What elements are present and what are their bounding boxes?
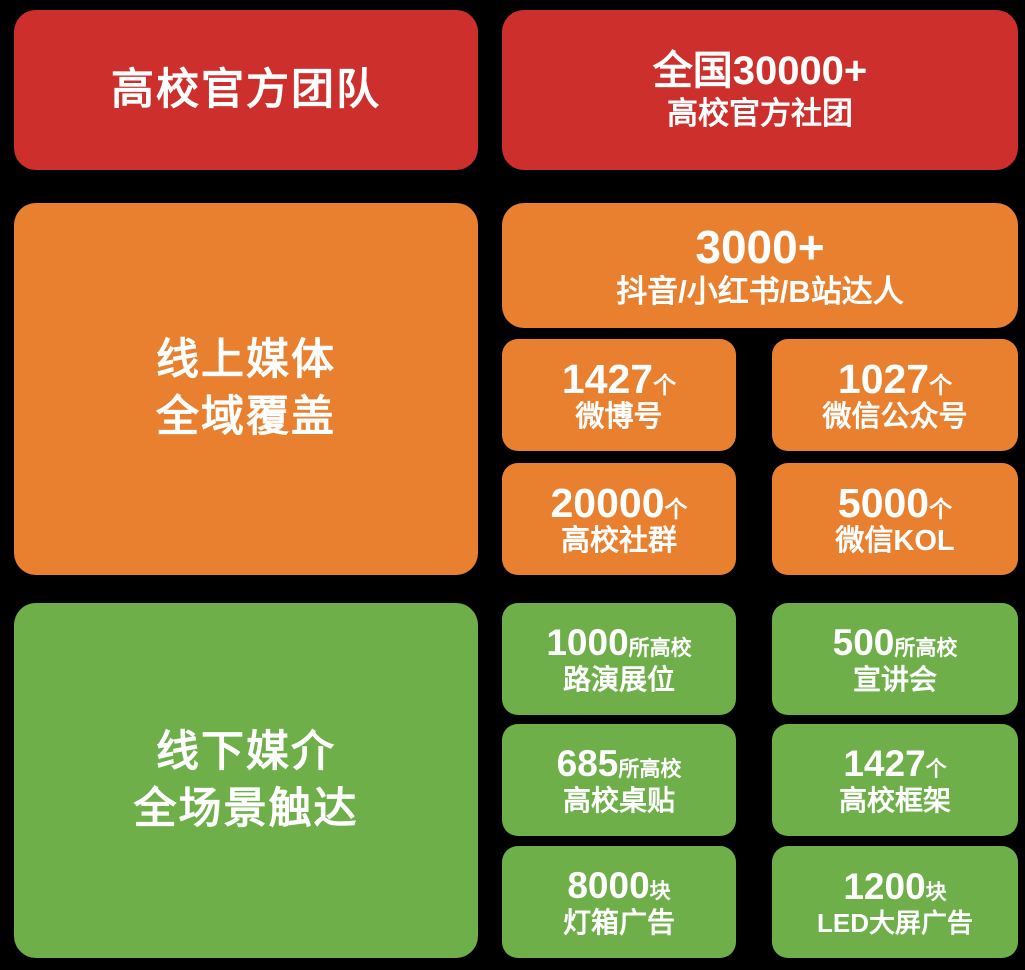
section-title-online-media: 线上媒体 全域覆盖	[156, 336, 336, 441]
stat-label: 微博号	[575, 400, 663, 433]
stat-number: 5000个	[838, 481, 952, 525]
stat-number: 1200块	[843, 867, 946, 907]
stat-unit: 个	[929, 495, 953, 522]
stat-label: 宣讲会	[852, 663, 937, 695]
stat-label: 路演展位	[562, 663, 675, 695]
stat-label: LED大屏广告	[816, 907, 973, 938]
stat-label: 高校桌贴	[562, 784, 675, 816]
stat-label: 高校框架	[838, 784, 951, 816]
stat-unit: 所高校	[894, 636, 958, 660]
stat-number: 全国30000+	[652, 48, 868, 93]
stat-value: 8000	[567, 864, 650, 906]
stat-card-table-stickers: 685所高校 高校桌贴	[502, 724, 736, 836]
stat-card-wechat-kol: 5000个 微信KOL	[772, 463, 1018, 575]
stat-card-official-clubs: 全国30000+ 高校官方社团	[502, 10, 1018, 170]
stat-card-lightbox-ads: 8000块 灯箱广告	[502, 846, 736, 958]
stat-card-campus-groups: 20000个 高校社群	[502, 463, 736, 575]
stat-card-campus-frames: 1427个 高校框架	[772, 724, 1018, 836]
stat-unit: 个	[929, 371, 953, 398]
stat-unit: 个	[664, 495, 688, 522]
stat-label: 高校官方社团	[667, 95, 853, 131]
stat-value: 1000	[546, 621, 629, 663]
stat-card-led-screen-ads: 1200块 LED大屏广告	[772, 846, 1018, 958]
section-title-offline-media: 线下媒介 全场景触达	[133, 727, 359, 833]
stat-value: 1427	[843, 742, 926, 784]
stat-number: 1427个	[843, 742, 947, 784]
stat-unit: 个	[925, 757, 947, 781]
stat-value: 20000	[550, 479, 665, 526]
section-title-official-team: 高校官方团队	[111, 65, 381, 114]
stat-number: 685所高校	[556, 742, 682, 784]
section-panel-offline-media: 线下媒介 全场景触达	[14, 603, 478, 958]
stat-unit: 块	[925, 880, 947, 904]
stat-card-weibo-accounts: 1427个 微博号	[502, 339, 736, 451]
stat-number: 8000块	[567, 864, 671, 906]
stat-value: 1200	[843, 865, 926, 907]
stat-number: 500所高校	[832, 621, 958, 663]
stat-label: 微信KOL	[835, 524, 955, 557]
stat-value: 500	[832, 621, 895, 663]
stat-label: 灯箱广告	[562, 906, 675, 938]
stat-number: 3000+	[695, 220, 825, 273]
stat-number: 1000所高校	[546, 621, 692, 663]
stat-value: 1427	[561, 355, 654, 402]
stat-label: 抖音/小红书/B站达人	[616, 273, 904, 309]
stat-card-wechat-official-accounts: 1027个 微信公众号	[772, 339, 1018, 451]
section-panel-official-team: 高校官方团队	[14, 10, 478, 170]
stat-number: 20000个	[550, 481, 687, 525]
stat-unit: 所高校	[618, 757, 682, 781]
stat-number: 1027个	[838, 357, 952, 401]
stat-unit: 个	[653, 371, 677, 398]
stat-label: 微信公众号	[822, 400, 968, 433]
stat-card-kol-creators: 3000+ 抖音/小红书/B站达人	[502, 203, 1018, 328]
stat-value: 1027	[837, 355, 930, 402]
stat-unit: 块	[649, 879, 671, 903]
stat-unit: 所高校	[628, 636, 692, 660]
stat-value: 5000	[837, 479, 930, 526]
stat-value: 685	[556, 742, 619, 784]
stat-label: 高校社群	[560, 524, 677, 557]
section-panel-online-media: 线上媒体 全域覆盖	[14, 203, 478, 575]
stat-card-info-sessions: 500所高校 宣讲会	[772, 603, 1018, 715]
stat-number: 1427个	[562, 357, 676, 401]
stat-card-roadshow-booths: 1000所高校 路演展位	[502, 603, 736, 715]
